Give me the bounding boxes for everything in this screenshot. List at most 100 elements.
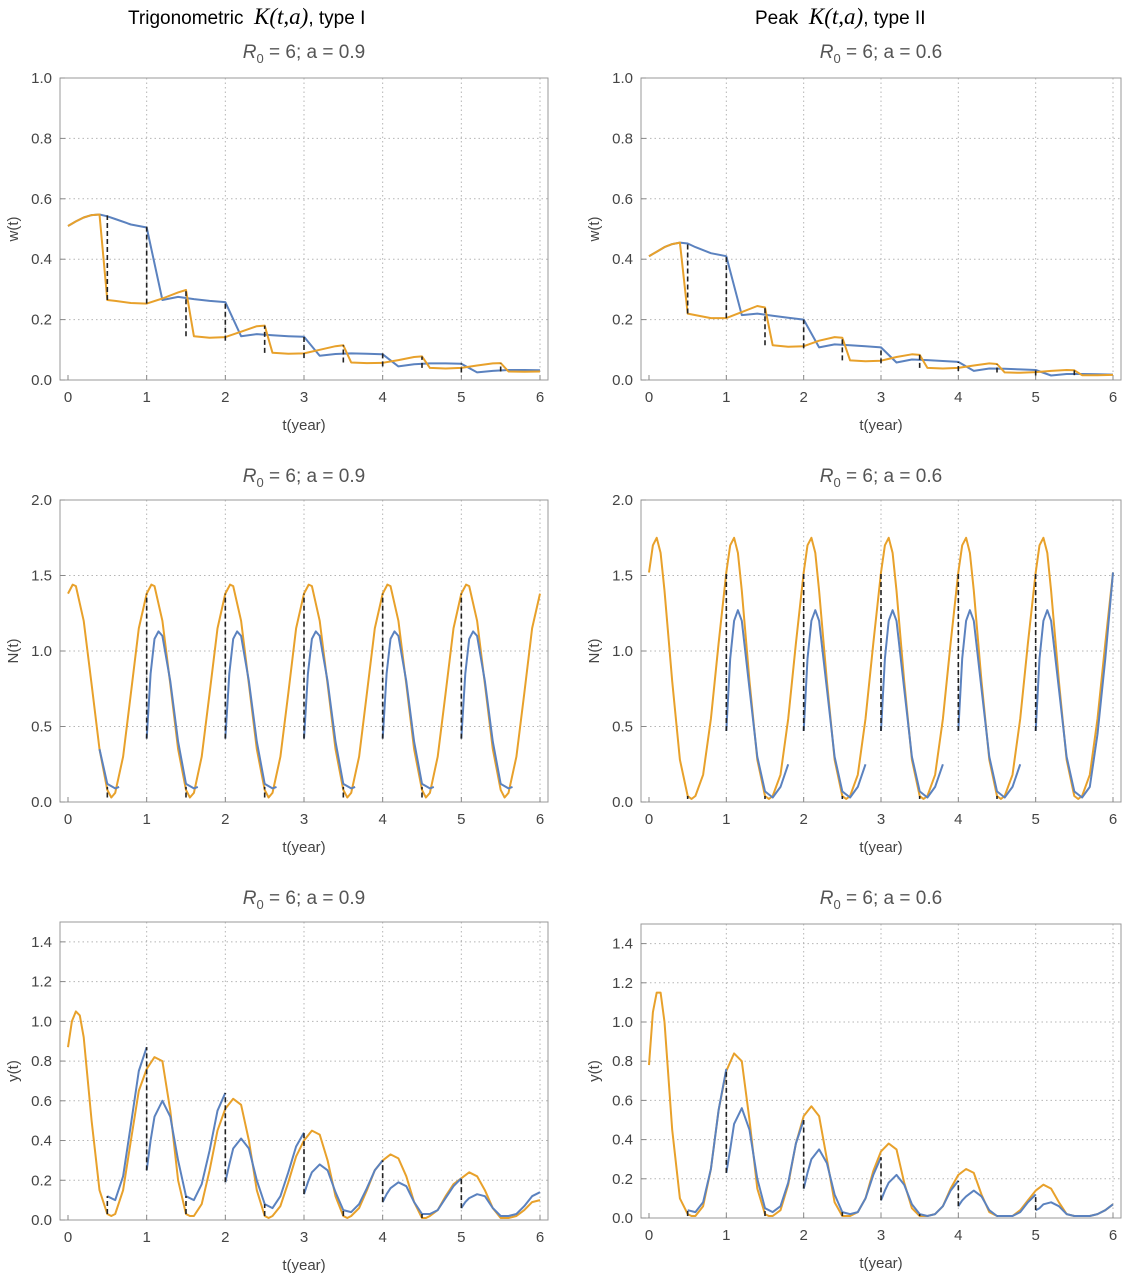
- x-tick-label: 4: [954, 389, 962, 406]
- y-axis-label: w(t): [586, 217, 603, 243]
- x-axis-label: t(year): [282, 839, 325, 856]
- x-tick-label: 1: [722, 389, 730, 406]
- x-tick-label: 6: [536, 811, 544, 828]
- x-tick-label: 0: [645, 811, 653, 828]
- x-tick-label: 3: [300, 1229, 308, 1246]
- x-axis-label: t(year): [282, 1257, 325, 1274]
- y-axis-label: N(t): [586, 639, 603, 664]
- y-tick-label: 0.0: [31, 794, 52, 811]
- x-tick-label: 6: [1109, 389, 1117, 406]
- y-tick-label: 1.2: [612, 975, 633, 992]
- series-orange-line: [67, 1010, 541, 1219]
- y-tick-label: 0.0: [612, 794, 633, 811]
- y-tick-label: 1.0: [612, 70, 633, 87]
- y-tick-label: 1.4: [612, 936, 633, 953]
- x-tick-label: 6: [1109, 1227, 1117, 1244]
- x-axis-label: t(year): [859, 839, 902, 856]
- series-orange-line: [648, 536, 1114, 800]
- y-tick-label: 0.4: [612, 1132, 633, 1149]
- column-heading-function: K(t,a): [254, 4, 309, 29]
- x-tick-label: 3: [300, 389, 308, 406]
- y-axis-label: y(t): [586, 1060, 603, 1082]
- series-blue-line: [802, 609, 867, 799]
- series-blue-line: [687, 1068, 728, 1214]
- y-tick-label: 0.6: [31, 191, 52, 208]
- y-tick-label: 0.6: [612, 191, 633, 208]
- x-tick-label: 3: [877, 811, 885, 828]
- y-tick-label: 2.0: [612, 492, 633, 509]
- x-tick-label: 2: [799, 811, 807, 828]
- series-blue-line: [224, 1132, 305, 1210]
- x-tick-label: 6: [536, 389, 544, 406]
- chart-title: R0 = 6; a = 0.9: [243, 42, 365, 66]
- x-tick-label: 2: [221, 811, 229, 828]
- x-tick-label: 5: [1031, 389, 1039, 406]
- y-tick-label: 0.8: [612, 1053, 633, 1070]
- x-tick-label: 5: [1031, 811, 1039, 828]
- column-heading-label: Trigonometric: [128, 8, 244, 29]
- series-blue-line: [957, 609, 1022, 799]
- y-tick-label: 0.8: [612, 130, 633, 147]
- y-tick-label: 2.0: [31, 492, 52, 509]
- x-tick-label: 5: [457, 389, 465, 406]
- x-tick-label: 5: [457, 811, 465, 828]
- y-tick-label: 0.0: [31, 1212, 52, 1229]
- y-tick-label: 0.5: [31, 719, 52, 736]
- chart-title: R0 = 6; a = 0.6: [820, 42, 942, 66]
- x-tick-label: 3: [877, 1227, 885, 1244]
- series-blue-line: [303, 1159, 384, 1214]
- chart-title: R0 = 6; a = 0.6: [820, 888, 942, 912]
- series-blue-line: [303, 630, 356, 790]
- y-tick-label: 1.0: [31, 643, 52, 660]
- y-tick-label: 0.0: [612, 372, 633, 389]
- series-blue-line: [67, 213, 541, 374]
- series-blue-line: [957, 1189, 1037, 1217]
- y-tick-label: 1.0: [31, 1013, 52, 1030]
- x-tick-label: 0: [64, 1229, 72, 1246]
- chart-w-type-1: R0 = 6; a = 0.9 0 1 2 3 4 5 6 0.0 0.2 0.4 0.6 0.8 1.0…: [5, 42, 549, 434]
- series-orange-line: [648, 241, 1114, 377]
- x-tick-label: 3: [300, 811, 308, 828]
- x-axis-label: t(year): [282, 417, 325, 434]
- column-heading-type-1: Trigonometric K(t,a), type I: [128, 4, 365, 30]
- column-heading-function: K(t,a): [808, 4, 864, 29]
- chart-title: R0 = 6; a = 0.9: [243, 466, 365, 490]
- y-tick-label: 1.0: [612, 643, 633, 660]
- x-tick-label: 4: [954, 811, 962, 828]
- series-blue-line: [460, 1191, 541, 1217]
- x-tick-label: 1: [142, 1229, 150, 1246]
- x-tick-label: 0: [64, 811, 72, 828]
- y-tick-label: 0.2: [612, 1171, 633, 1188]
- chart-title: R0 = 6; a = 0.6: [820, 466, 942, 490]
- y-tick-label: 1.0: [31, 70, 52, 87]
- series-blue-line: [98, 748, 120, 790]
- series-blue-line: [725, 1107, 805, 1214]
- y-axis-label: N(t): [5, 639, 22, 664]
- y-tick-label: 0.6: [612, 1092, 633, 1109]
- series-blue-line: [224, 630, 277, 790]
- x-tick-label: 6: [1109, 811, 1117, 828]
- y-tick-label: 0.0: [612, 1210, 633, 1227]
- y-tick-label: 1.5: [612, 568, 633, 585]
- chart-w-type-2: R0 = 6; a = 0.6 0 1 2 3 4 5 6 0.0 0.2 0.4 0.6 0.8 1.0…: [586, 42, 1122, 434]
- x-tick-label: 0: [645, 389, 653, 406]
- x-tick-label: 5: [1031, 1227, 1039, 1244]
- y-tick-label: 1.4: [31, 934, 52, 951]
- chart-y-type-2: R0 = 6; a = 0.6 0 1 2 3 4 5 6 0.0 0.2 0.4 0.6 0.8 1.0…: [586, 888, 1122, 1272]
- y-tick-label: 0.2: [31, 1172, 52, 1189]
- series-blue-line: [880, 1173, 960, 1217]
- series-blue-line: [145, 1092, 227, 1202]
- series-blue-line: [1035, 1201, 1114, 1217]
- x-tick-label: 1: [722, 1227, 730, 1244]
- x-tick-label: 2: [221, 1229, 229, 1246]
- x-axis-label: t(year): [859, 1255, 902, 1272]
- series-blue-line: [381, 630, 435, 790]
- y-tick-label: 0.4: [31, 1133, 52, 1150]
- x-tick-label: 1: [722, 811, 730, 828]
- x-axis-label: t(year): [859, 417, 902, 434]
- chart-title: R0 = 6; a = 0.9: [243, 888, 365, 912]
- series-blue-line: [725, 609, 790, 799]
- x-tick-label: 1: [142, 389, 150, 406]
- x-tick-label: 4: [378, 1229, 386, 1246]
- series-blue-line: [106, 1046, 148, 1202]
